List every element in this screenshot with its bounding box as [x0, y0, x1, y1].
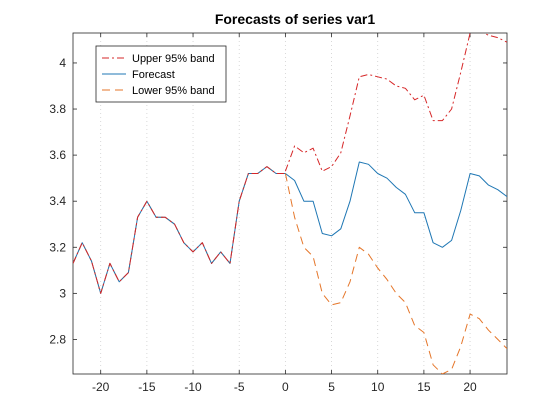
x-tick-label-0: -20	[92, 380, 110, 394]
history-line-upper	[73, 166, 286, 294]
y-tick-label-6: 4	[59, 56, 66, 70]
y-tick-label-5: 3.8	[49, 102, 66, 116]
y-tick-label-0: 2.8	[49, 332, 66, 346]
x-tick-label-8: 20	[463, 380, 477, 394]
x-tick-label-4: 0	[282, 380, 289, 394]
axes-box	[72, 32, 508, 375]
plot-area: -20 -15 -10 -5 0 5 10 15 20 2.8 3 3.2 3.4 3.6 3.8 4 Uppe…	[49, 32, 508, 394]
y-tick-label-2: 3.2	[49, 240, 66, 254]
y-tick-label-4: 3.6	[49, 148, 66, 162]
chart-title: Forecasts of series var1	[215, 11, 376, 27]
x-tick-label-1: -15	[138, 380, 156, 394]
x-tick-label-3: -5	[234, 380, 245, 394]
x-tick-label-5: 5	[328, 380, 335, 394]
legend-label-2: Lower 95% band	[132, 85, 215, 97]
legend-label-1: Forecast	[132, 69, 175, 81]
x-tick-label-2: -10	[184, 380, 202, 394]
legend-label-0: Upper 95% band	[132, 53, 215, 65]
y-tick-label-3: 3.4	[49, 194, 66, 208]
x-tick-label-7: 15	[417, 380, 431, 394]
y-tick-label-1: 3	[59, 286, 66, 300]
series-line-forecast	[285, 161, 507, 248]
series-line-lower-95-band	[284, 173, 507, 374]
x-tick-label-6: 10	[371, 380, 385, 394]
